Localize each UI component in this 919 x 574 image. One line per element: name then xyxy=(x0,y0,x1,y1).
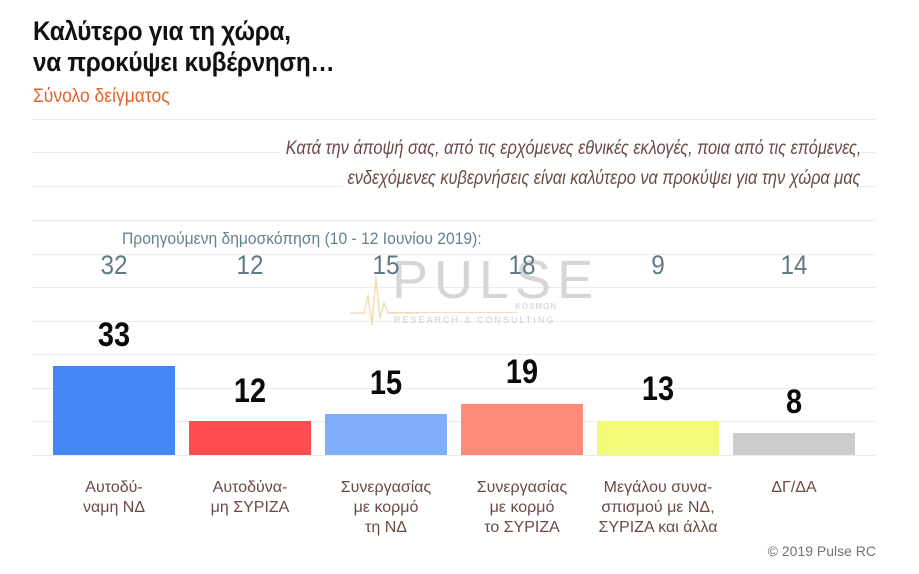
label-line: Αυτοδύ- xyxy=(85,479,143,496)
bar-autodynami-syriza xyxy=(189,421,311,455)
label-line: το ΣΥΡΙΖΑ xyxy=(484,519,560,536)
gridline xyxy=(32,354,876,355)
previous-value-3: 15 xyxy=(372,250,400,280)
gridline xyxy=(32,119,876,120)
question-line-1: Κατά την άποψή σας, από τις ερχόμενες εθ… xyxy=(280,134,861,164)
label-line: Μεγάλου συνα- xyxy=(603,479,713,496)
gridline xyxy=(32,321,876,322)
bar-autodynami-nd xyxy=(53,366,175,455)
label-line: με κορμό xyxy=(489,499,555,516)
category-label-6: ΔΓ/ΔΑ xyxy=(724,478,864,498)
watermark-line xyxy=(388,312,518,313)
bar-dg-da xyxy=(733,433,855,455)
category-label-2: Αυτοδύνα- μη ΣΥΡΙΖΑ xyxy=(180,478,320,518)
previous-value-2: 12 xyxy=(236,250,264,280)
gridline xyxy=(32,220,876,221)
gridline xyxy=(32,388,876,389)
category-label-5: Μεγάλου συνα- σπισμού με ΝΔ, ΣΥΡΙΖΑ και … xyxy=(588,478,728,538)
label-line: ΣΥΡΙΖΑ και άλλα xyxy=(598,519,718,536)
gridline xyxy=(32,287,876,288)
previous-value-5: 9 xyxy=(651,250,665,280)
previous-value-6: 14 xyxy=(780,250,808,280)
question-line-2: ενδεχόμενες κυβερνήσεις είναι καλύτερο ν… xyxy=(342,164,861,194)
label-line: σπισμού με ΝΔ, xyxy=(601,499,715,516)
category-label-4: Συνεργασίας με κορμό το ΣΥΡΙΖΑ xyxy=(452,478,592,538)
label-line: τη ΝΔ xyxy=(365,519,407,536)
baseline xyxy=(32,455,876,456)
label-line: Συνεργασίας xyxy=(340,479,432,496)
bar-value-3: 15 xyxy=(369,364,403,402)
bar-synergasia-syriza xyxy=(461,404,583,455)
title-line-1: Καλύτερο για τη χώρα, xyxy=(33,16,291,46)
bar-value-4: 19 xyxy=(505,353,539,391)
previous-poll-label: Προηγούμενη δημοσκόπηση (10 - 12 Ιουνίου… xyxy=(122,229,486,249)
category-label-1: Αυτοδύ- ναμη ΝΔ xyxy=(44,478,184,518)
label-line: ΔΓ/ΔΑ xyxy=(771,479,817,496)
label-line: ναμη ΝΔ xyxy=(82,499,146,516)
bar-megalos-synaspismos xyxy=(597,421,719,455)
chart-title: Καλύτερο για τη χώρα, να προκύψει κυβέρν… xyxy=(33,16,335,78)
label-line: μη ΣΥΡΙΖΑ xyxy=(210,499,290,516)
bar-value-2: 12 xyxy=(233,372,267,410)
bar-synergasia-nd xyxy=(325,414,447,455)
category-label-3: Συνεργασίας με κορμό τη ΝΔ xyxy=(316,478,456,538)
label-line: με κορμό xyxy=(353,499,419,516)
chart-subtitle: Σύνολο δείγματος xyxy=(33,86,170,107)
gridline xyxy=(32,421,876,422)
title-line-2: να προκύψει κυβέρνηση… xyxy=(33,47,335,77)
label-line: Συνεργασίας xyxy=(476,479,568,496)
bar-value-6: 8 xyxy=(785,383,803,421)
watermark-tag: KOSMON xyxy=(515,302,557,311)
label-line: Αυτοδύνα- xyxy=(212,479,288,496)
previous-value-1: 32 xyxy=(100,250,128,280)
copyright: © 2019 Pulse RC xyxy=(767,543,876,559)
bar-value-5: 13 xyxy=(641,370,675,408)
survey-question: Κατά την άποψή σας, από τις ερχόμενες εθ… xyxy=(101,134,861,194)
gridline xyxy=(32,254,876,255)
previous-value-4: 18 xyxy=(508,250,536,280)
bar-value-1: 33 xyxy=(97,316,131,354)
watermark-sub: RESEARCH & CONSULTING xyxy=(394,315,556,325)
